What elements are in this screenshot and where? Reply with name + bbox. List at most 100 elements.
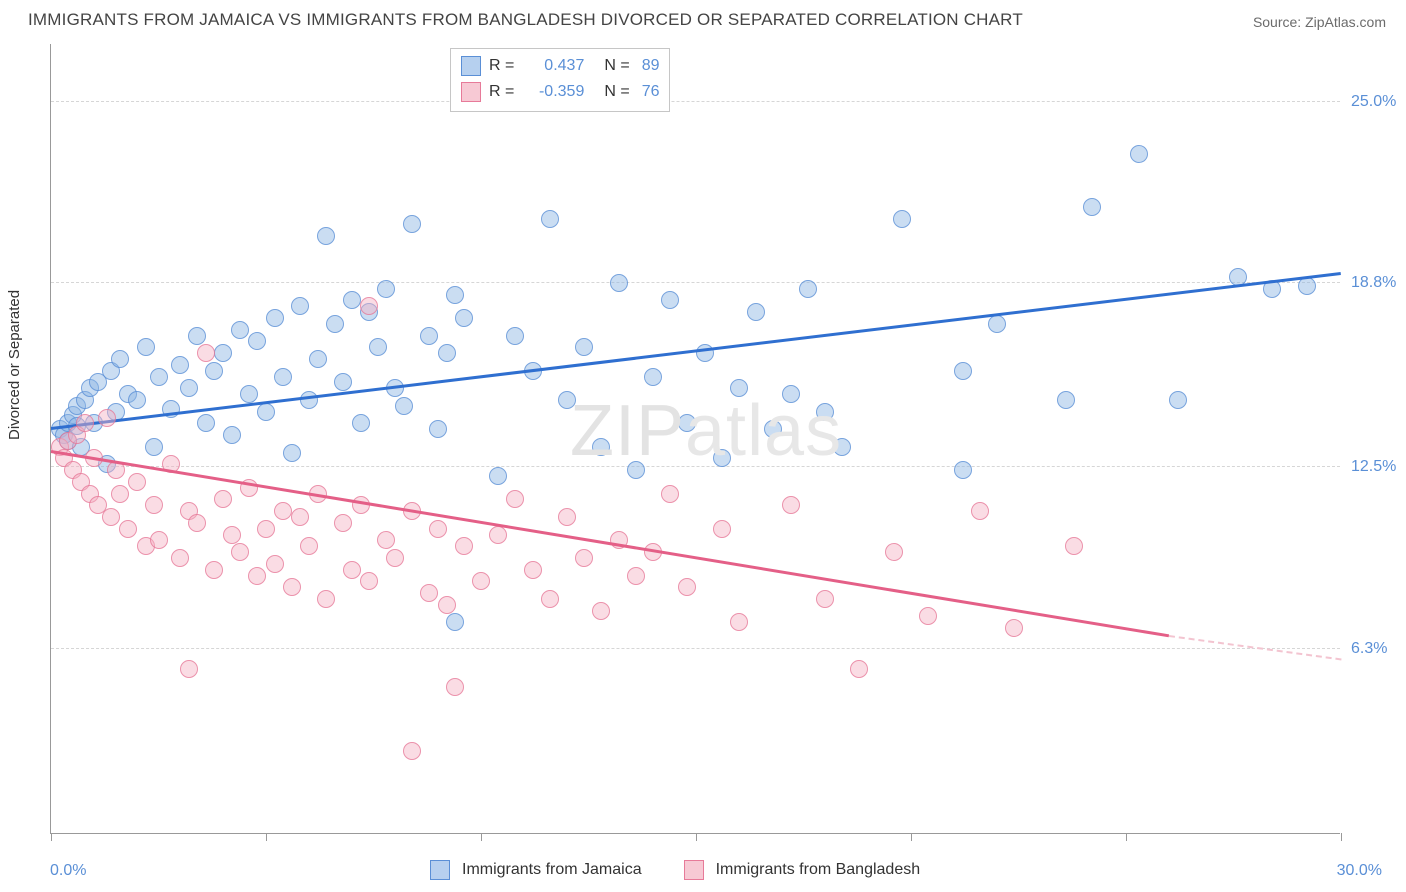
data-point: [377, 531, 395, 549]
data-point: [1065, 537, 1083, 555]
data-point: [214, 344, 232, 362]
data-point: [730, 613, 748, 631]
x-tick: [911, 833, 912, 841]
y-tick-label: 25.0%: [1351, 93, 1396, 111]
watermark-thin: atlas: [685, 391, 842, 471]
r-value-bangladesh: -0.359: [526, 79, 584, 105]
data-point: [954, 362, 972, 380]
data-point: [429, 420, 447, 438]
data-point: [1130, 145, 1148, 163]
data-point: [369, 338, 387, 356]
data-point: [919, 607, 937, 625]
x-axis-max-label: 30.0%: [1337, 862, 1382, 880]
data-point: [446, 678, 464, 696]
data-point: [816, 590, 834, 608]
data-point: [223, 526, 241, 544]
data-point: [274, 502, 292, 520]
data-point: [420, 584, 438, 602]
data-point: [1298, 277, 1316, 295]
data-point: [150, 531, 168, 549]
r-label: R =: [489, 53, 514, 79]
data-point: [403, 742, 421, 760]
gridline: [51, 648, 1340, 649]
data-point: [661, 291, 679, 309]
data-point: [248, 567, 266, 585]
data-point: [343, 561, 361, 579]
data-point: [885, 543, 903, 561]
data-point: [197, 414, 215, 432]
data-point: [782, 496, 800, 514]
data-point: [317, 590, 335, 608]
data-point: [472, 572, 490, 590]
x-tick: [51, 833, 52, 841]
swatch-jamaica: [430, 860, 450, 880]
data-point: [205, 362, 223, 380]
data-point: [610, 274, 628, 292]
data-point: [98, 409, 116, 427]
data-point: [506, 327, 524, 345]
swatch-bangladesh: [461, 82, 481, 102]
data-point: [403, 215, 421, 233]
legend-label-bangladesh: Immigrants from Bangladesh: [716, 861, 921, 879]
data-point: [455, 309, 473, 327]
data-point: [300, 537, 318, 555]
n-label: N =: [604, 79, 629, 105]
data-point: [283, 578, 301, 596]
data-point: [1057, 391, 1075, 409]
data-point: [137, 338, 155, 356]
data-point: [592, 602, 610, 620]
data-point: [180, 660, 198, 678]
data-point: [386, 549, 404, 567]
data-point: [317, 227, 335, 245]
data-point: [627, 567, 645, 585]
data-point: [214, 490, 232, 508]
legend-row-bangladesh: R = -0.359 N = 76: [461, 79, 659, 105]
data-point: [429, 520, 447, 538]
legend-label-jamaica: Immigrants from Jamaica: [462, 861, 642, 879]
data-point: [360, 572, 378, 590]
data-point: [171, 549, 189, 567]
data-point: [197, 344, 215, 362]
r-value-jamaica: 0.437: [526, 53, 584, 79]
data-point: [438, 596, 456, 614]
data-point: [150, 368, 168, 386]
data-point: [274, 368, 292, 386]
data-point: [541, 590, 559, 608]
data-point: [893, 210, 911, 228]
data-point: [188, 514, 206, 532]
data-point: [291, 508, 309, 526]
x-tick: [481, 833, 482, 841]
data-point: [420, 327, 438, 345]
data-point: [489, 526, 507, 544]
data-point: [171, 356, 189, 374]
data-point: [257, 403, 275, 421]
data-point: [102, 508, 120, 526]
data-point: [446, 613, 464, 631]
data-point: [291, 297, 309, 315]
data-point: [799, 280, 817, 298]
x-axis-min-label: 0.0%: [50, 862, 86, 880]
data-point: [111, 485, 129, 503]
data-point: [266, 309, 284, 327]
data-point: [747, 303, 765, 321]
data-point: [300, 391, 318, 409]
data-point: [377, 280, 395, 298]
data-point: [257, 520, 275, 538]
x-tick: [1341, 833, 1342, 841]
data-point: [438, 344, 456, 362]
n-value-bangladesh: 76: [642, 79, 660, 105]
x-tick: [1126, 833, 1127, 841]
data-point: [558, 508, 576, 526]
data-point: [240, 385, 258, 403]
data-point: [231, 543, 249, 561]
data-point: [188, 327, 206, 345]
data-point: [713, 520, 731, 538]
data-point: [343, 291, 361, 309]
data-point: [575, 338, 593, 356]
data-point: [352, 496, 370, 514]
watermark-bold: ZIP: [570, 391, 685, 471]
swatch-jamaica: [461, 56, 481, 76]
source-attribution: Source: ZipAtlas.com: [1253, 14, 1386, 30]
data-point: [334, 373, 352, 391]
data-point: [145, 496, 163, 514]
